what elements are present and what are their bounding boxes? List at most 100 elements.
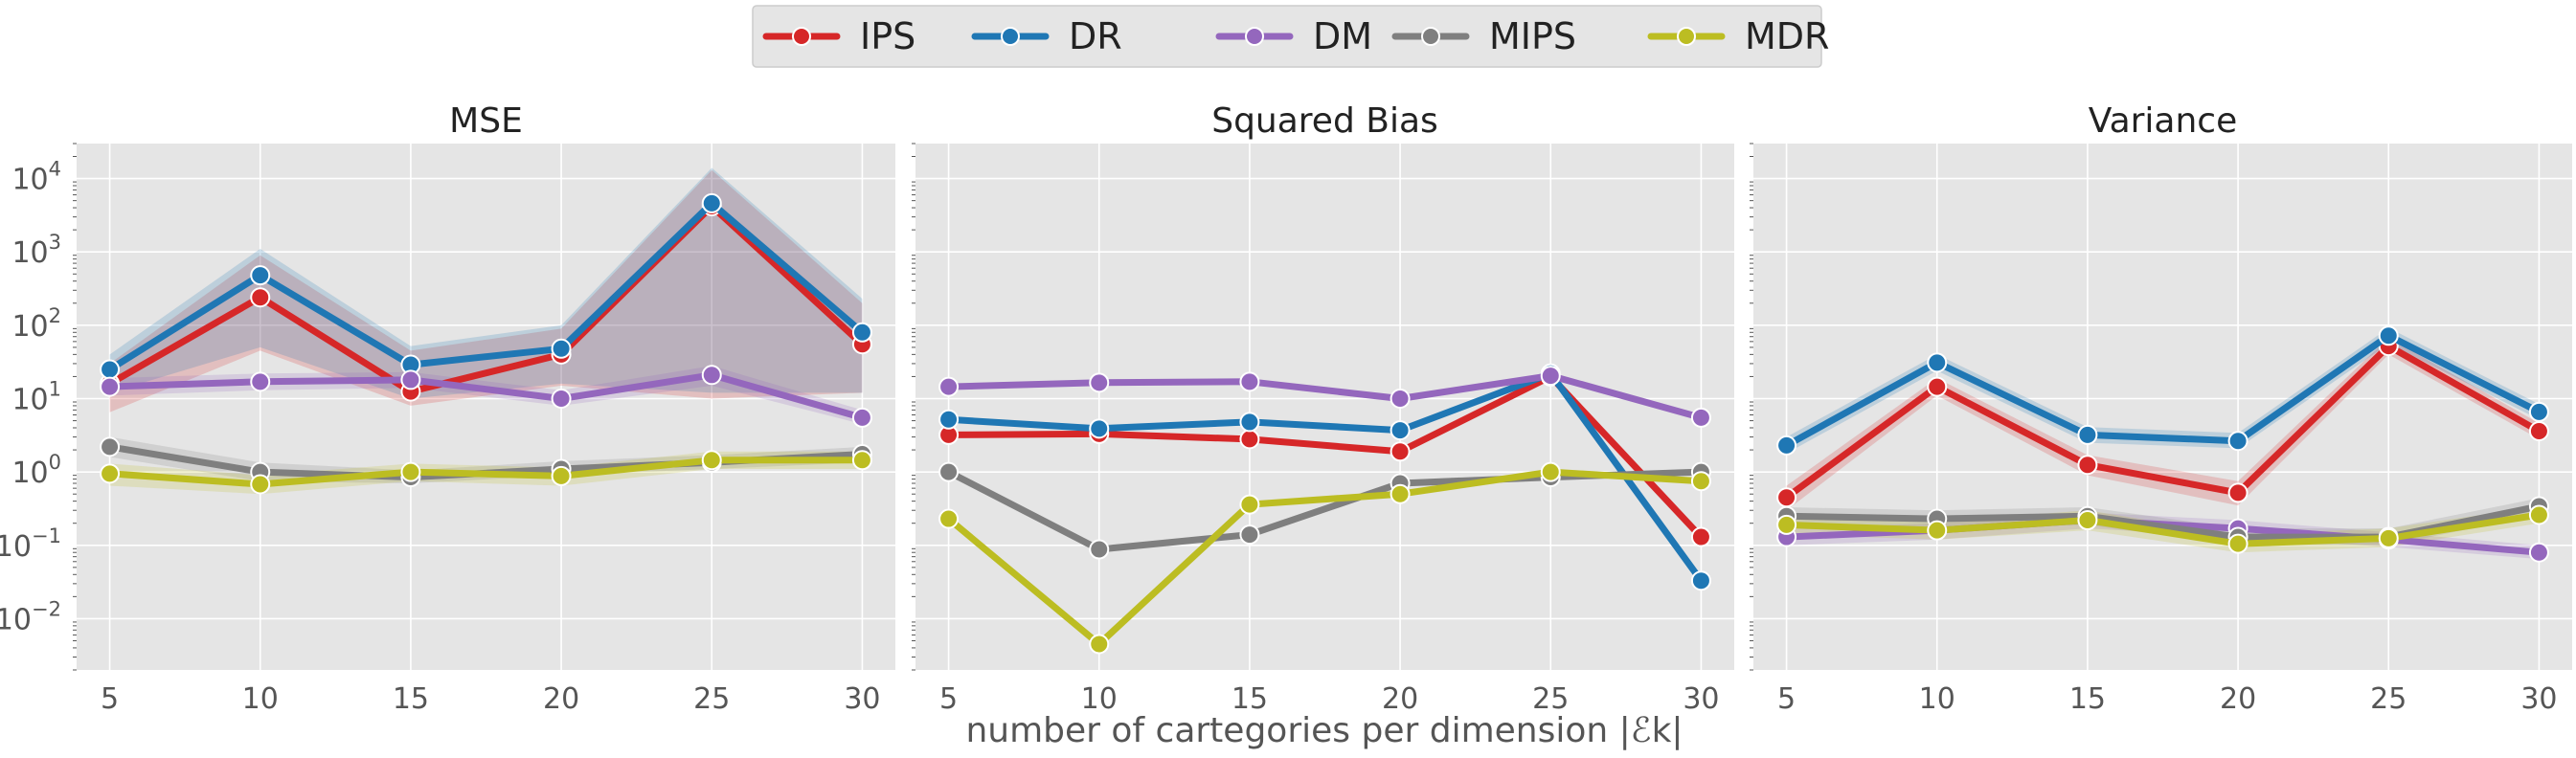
- confidence-band-dr: [109, 167, 863, 399]
- data-point: [851, 322, 872, 343]
- panel-title: MSE: [449, 101, 523, 141]
- series-line: [945, 369, 1705, 585]
- data-point: [250, 265, 271, 286]
- legend-label: DM: [1313, 15, 1372, 57]
- x-tick-label: 5: [1777, 682, 1796, 716]
- series-line: [106, 457, 866, 488]
- data-point: [851, 407, 872, 428]
- series-dr: [100, 192, 872, 380]
- data-point: [2528, 504, 2549, 525]
- y-tick-label: 100: [11, 451, 61, 490]
- x-tick-label: 10: [242, 682, 279, 716]
- series-line: [1783, 511, 2542, 547]
- legend-marker: [792, 27, 811, 46]
- data-point: [250, 474, 271, 495]
- data-point: [100, 463, 121, 484]
- plot-area: [1753, 144, 2572, 670]
- legend-label: DR: [1069, 15, 1122, 57]
- data-point: [938, 508, 960, 529]
- y-tick-label: 101: [11, 377, 61, 416]
- panel-squared-bias: Squared Bias 5 10 15 20 25 30: [912, 101, 1734, 716]
- x-tick-label: 20: [1382, 682, 1418, 716]
- series-line: [945, 468, 1705, 648]
- data-point: [1776, 435, 1797, 456]
- data-point: [2077, 455, 2098, 476]
- data-point: [2528, 421, 2549, 442]
- panel-title: Squared Bias: [1211, 101, 1438, 141]
- x-tick-label: 15: [393, 682, 429, 716]
- series-dm: [100, 365, 872, 428]
- data-point: [1239, 412, 1260, 433]
- x-tick-label: 15: [2069, 682, 2106, 716]
- x-tick-label: 15: [1232, 682, 1268, 716]
- legend: IPS DR DM MIPS MDR: [752, 5, 1829, 68]
- data-point: [2528, 401, 2549, 422]
- x-tick-label: 30: [2520, 682, 2557, 716]
- series-mdr: [100, 450, 872, 495]
- y-tick-label: 10−1: [0, 524, 61, 564]
- data-point: [1540, 461, 1561, 482]
- legend-marker: [1677, 27, 1696, 46]
- x-tick-label: 5: [939, 682, 958, 716]
- series-mdr: [938, 461, 1711, 655]
- data-point: [1927, 376, 1948, 397]
- data-point: [1239, 429, 1260, 450]
- data-point: [1089, 539, 1110, 560]
- data-point: [2227, 482, 2248, 503]
- data-point: [2378, 325, 2399, 346]
- data-point: [551, 465, 572, 486]
- series-line: [1783, 332, 2542, 449]
- x-tick-label: 30: [844, 682, 880, 716]
- data-point: [250, 371, 271, 392]
- x-tick-label: 5: [101, 682, 119, 716]
- data-point: [938, 376, 960, 397]
- data-point: [1690, 471, 1711, 492]
- data-point: [1690, 407, 1711, 428]
- x-tick-label: 25: [693, 682, 730, 716]
- plot-area: [915, 144, 1734, 670]
- data-point: [1540, 366, 1561, 387]
- data-point: [250, 287, 271, 308]
- series-line: [1783, 343, 2542, 502]
- confidence-band-dm: [1786, 512, 2540, 560]
- data-point: [701, 192, 722, 213]
- legend-entry-ips: IPS: [762, 15, 915, 57]
- data-point: [400, 369, 421, 390]
- data-point: [1776, 514, 1797, 535]
- data-point: [2077, 510, 2098, 531]
- legend-entry-mips: MIPS: [1391, 15, 1576, 57]
- data-point: [1690, 570, 1711, 591]
- data-point: [1239, 494, 1260, 515]
- panel-mse: MSE 10−2 10−1 100 101 102 103 104 5 10 15 20 25 30: [0, 101, 895, 716]
- data-point: [2227, 533, 2248, 554]
- data-point: [1776, 487, 1797, 508]
- data-point: [1390, 388, 1411, 409]
- legend-marker: [1001, 27, 1020, 46]
- legend-entry-mdr: MDR: [1647, 15, 1829, 57]
- data-point: [701, 365, 722, 386]
- x-tick-label: 25: [1532, 682, 1569, 716]
- x-tick-label: 20: [2220, 682, 2256, 716]
- data-point: [938, 409, 960, 430]
- data-point: [851, 450, 872, 471]
- data-point: [1089, 634, 1110, 655]
- legend-label: MDR: [1745, 15, 1829, 57]
- panel-title: Variance: [2089, 101, 2238, 141]
- legend-marker: [1245, 27, 1264, 46]
- data-point: [1927, 520, 1948, 541]
- data-point: [400, 461, 421, 482]
- series-dr: [1776, 325, 2549, 456]
- y-tick-label: 104: [11, 158, 61, 197]
- legend-marker: [1421, 27, 1440, 46]
- legend-entry-dm: DM: [1215, 15, 1372, 57]
- data-point: [1390, 483, 1411, 504]
- data-point: [2528, 542, 2549, 563]
- data-point: [1239, 371, 1260, 392]
- data-point: [100, 436, 121, 457]
- data-point: [1390, 441, 1411, 462]
- x-tick-label: 10: [1081, 682, 1118, 716]
- data-point: [1390, 420, 1411, 441]
- data-point: [551, 388, 572, 409]
